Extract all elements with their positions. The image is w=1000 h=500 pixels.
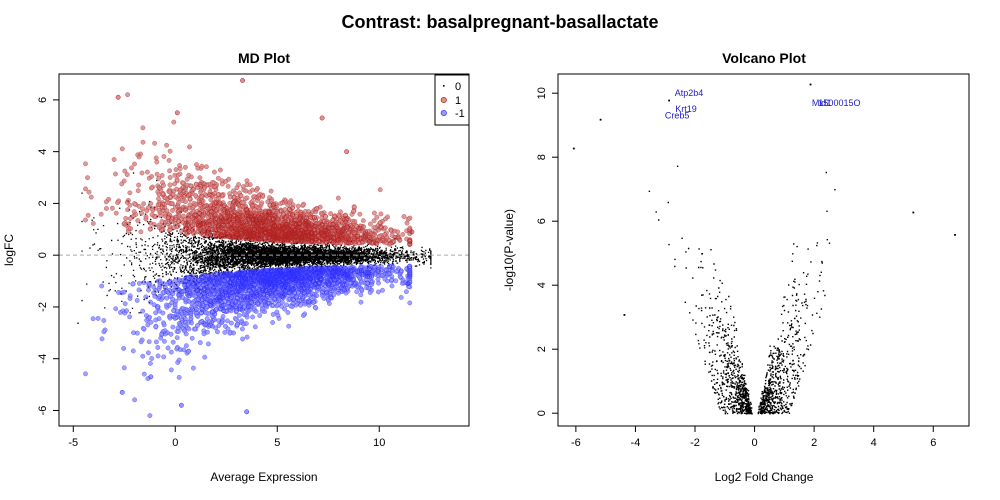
md-points-status--1 [83, 263, 413, 419]
legend-label-1: 1 [455, 95, 461, 107]
md-point [77, 322, 79, 324]
volcano-plot-frame [557, 73, 970, 427]
gene-label: Creb5 [665, 111, 690, 121]
volcano-plot-xlabel: Log2 Fold Change [715, 470, 814, 484]
md-point [244, 409, 250, 415]
legend-marker-2 [440, 109, 447, 117]
legend-item-2: -1 [440, 108, 465, 120]
md-plot-xtick-label: 0 [172, 437, 178, 449]
md-plot-ytick-label: 0 [37, 252, 49, 258]
volcano-points-cloud [648, 165, 836, 415]
gene-label: Krt19 [675, 104, 697, 114]
volcano-point [809, 83, 812, 86]
md-plot-ytick-label: 2 [37, 200, 49, 206]
md-point [115, 94, 121, 100]
md-plot-ytick-label: 6 [37, 97, 49, 103]
md-plot-ytick-label: 4 [37, 149, 49, 155]
md-plot-ytick-label: -6 [37, 406, 49, 416]
md-plot-frame [58, 73, 470, 427]
md-point [174, 110, 180, 116]
volcano-plot-axes: -6 -4 -2 0 2 4 6 0 2 4 6 8 10 [536, 87, 936, 449]
md-plot-ytick-label: -2 [37, 302, 49, 312]
volcano-plot-title: Volcano Plot [722, 50, 806, 66]
volcano-point [912, 211, 915, 214]
md-plot-legend: 0 1 -1 [434, 74, 470, 126]
legend-item-1: 1 [440, 95, 461, 107]
legend-marker-0 [443, 85, 445, 87]
legend-item-0: 0 [443, 81, 461, 93]
md-point [178, 402, 184, 408]
volcano-plot-xtick-label: -4 [631, 437, 641, 449]
volcano-plot: Volcano Plot -6 -4 -2 0 2 4 6 0 2 4 6 8 10 Atp2b4 Krt… [502, 50, 970, 484]
legend-label-0: 0 [455, 81, 461, 93]
volcano-point [572, 147, 575, 150]
volcano-plot-ytick-label: 6 [536, 218, 548, 224]
volcano-plot-xtick-label: -6 [571, 437, 581, 449]
md-plot-points [59, 78, 469, 419]
md-point [405, 281, 411, 287]
volcano-plot-ytick-label: 0 [536, 410, 548, 416]
volcano-point [954, 234, 956, 236]
volcano-plot-xtick-label: 0 [752, 437, 758, 449]
md-plot-xtick-label: 5 [274, 437, 280, 449]
md-points-status-1 [83, 92, 413, 248]
legend-box [434, 74, 470, 126]
volcano-plot-xtick-label: 6 [930, 437, 936, 449]
volcano-plot-ytick-label: 2 [536, 346, 548, 352]
volcano-plot-xtick-label: -2 [690, 437, 700, 449]
md-point [409, 229, 415, 235]
md-point [119, 389, 125, 395]
legend-label-2: -1 [455, 108, 465, 120]
gene-label: 1500015O [818, 98, 860, 108]
md-plot-ytick-label: -4 [37, 354, 49, 364]
md-plot-xtick-label: -5 [68, 437, 78, 449]
md-point [148, 374, 154, 380]
md-points-status--1-cloud [83, 263, 413, 419]
volcano-point [668, 99, 670, 102]
md-point [240, 78, 246, 83]
gene-label: Atp2b4 [675, 88, 704, 98]
volcano-plot-points [572, 83, 956, 415]
md-points-status-1-cloud [83, 92, 413, 248]
md-plot-xlabel: Average Expression [210, 470, 317, 484]
volcano-point [599, 118, 602, 121]
md-plot-xtick-label: 10 [373, 437, 385, 449]
md-plot-title: MD Plot [238, 50, 290, 66]
main-title: Contrast: basalpregnant-basallactate [341, 12, 658, 32]
volcano-plot-xtick-label: 4 [871, 437, 877, 449]
volcano-plot-ytick-label: 10 [536, 87, 548, 99]
volcano-plot-xtick-label: 2 [811, 437, 817, 449]
legend-marker-1 [440, 96, 447, 104]
volcano-plot-ytick-label: 8 [536, 154, 548, 160]
md-plot-axes: -5 0 5 10 -6 -4 -2 0 2 4 6 [37, 97, 385, 449]
volcano-plot-ytick-label: 4 [536, 282, 548, 288]
md-point [344, 149, 350, 155]
md-point [319, 115, 325, 121]
volcano-plot-ylabel: -log10(P-value) [502, 209, 516, 291]
md-plot-ylabel: logFC [2, 234, 16, 266]
volcano-point [623, 314, 626, 316]
gene-label: Mid1 [812, 98, 832, 108]
